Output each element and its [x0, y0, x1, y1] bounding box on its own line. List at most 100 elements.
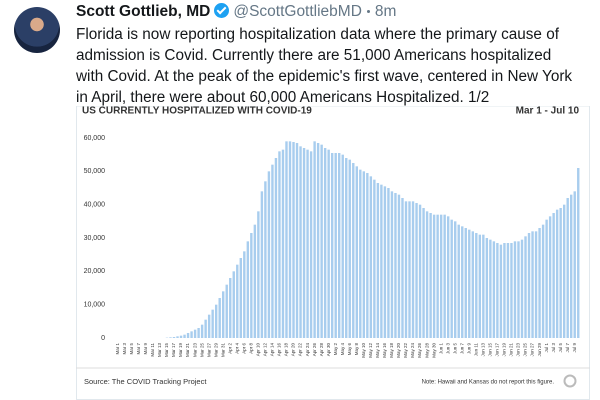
- bar: [482, 234, 485, 338]
- bar: [496, 243, 499, 338]
- logo-icon: [563, 374, 577, 388]
- bar: [394, 193, 397, 338]
- bar: [172, 337, 176, 338]
- bar: [555, 209, 559, 338]
- x-tick-label: May 24: [410, 343, 415, 358]
- bar: [345, 158, 348, 338]
- bar: [292, 142, 295, 338]
- x-tick-label: May 30: [431, 343, 436, 358]
- x-tick-label: Mar 9: [143, 343, 148, 355]
- bar: [225, 284, 228, 338]
- x-tick-label: Apr 22: [298, 343, 303, 357]
- x-tick-label: Jun 19: [502, 343, 507, 357]
- bar: [352, 163, 355, 338]
- bar: [313, 141, 316, 338]
- bar: [577, 168, 580, 338]
- bar: [531, 231, 534, 338]
- bar: [264, 181, 267, 338]
- bar: [341, 154, 344, 338]
- bar: [471, 231, 474, 338]
- bar: [457, 224, 460, 338]
- bar: [232, 271, 235, 338]
- x-tick-label: Apr 6: [241, 343, 246, 354]
- x-tick-label: Mar 27: [206, 343, 211, 358]
- bar: [566, 198, 569, 338]
- bar: [513, 241, 517, 338]
- bar: [524, 236, 527, 338]
- bar: [489, 239, 492, 338]
- bar: [214, 304, 218, 338]
- bar: [538, 228, 541, 338]
- x-tick-label: May 18: [389, 343, 394, 358]
- bar: [432, 214, 436, 338]
- bar: [383, 186, 387, 338]
- x-tick-label: Jun 21: [509, 343, 514, 357]
- x-tick-label: Mar 21: [185, 343, 190, 358]
- bar: [327, 149, 330, 338]
- x-tick-label: Jun 5: [452, 343, 457, 355]
- y-tick-label: 60,000: [84, 135, 106, 142]
- bar: [527, 233, 531, 338]
- x-tick-label: Jun 17: [495, 343, 500, 357]
- x-tick-label: Apr 14: [270, 343, 275, 357]
- tweet-time[interactable]: 8m: [374, 3, 397, 20]
- bar: [429, 213, 432, 338]
- bar: [330, 153, 334, 338]
- bar: [380, 184, 383, 338]
- x-tick-label: Jun 13: [481, 343, 486, 357]
- x-tick-label: Jun 25: [523, 343, 528, 357]
- bar: [316, 143, 320, 338]
- x-tick-label: Apr 8: [249, 343, 254, 354]
- bar: [348, 159, 351, 338]
- x-tick-label: Apr 20: [291, 343, 296, 357]
- bar: [510, 243, 513, 338]
- bar: [404, 201, 408, 338]
- note: Note: Hawaii and Kansas do not report th…: [422, 380, 555, 386]
- bar: [436, 214, 439, 338]
- bar: [186, 333, 190, 338]
- bar: [193, 329, 197, 338]
- author-name[interactable]: Scott Gottlieb, MD: [76, 3, 211, 20]
- x-tick-label: Jul 1: [544, 343, 549, 353]
- avatar[interactable]: [14, 7, 60, 53]
- source: Source: The COVID Tracking Project: [84, 377, 207, 386]
- bar: [355, 166, 358, 338]
- bar: [306, 149, 309, 338]
- chart: US CURRENTLY HOSPITALIZED WITH COVID-19 …: [76, 106, 590, 400]
- bar: [211, 309, 214, 338]
- bar: [492, 241, 496, 338]
- x-tick-label: Mar 7: [136, 343, 141, 355]
- bar: [545, 219, 548, 338]
- y-tick-label: 10,000: [84, 302, 106, 309]
- bar: [559, 208, 562, 338]
- bar: [179, 335, 183, 338]
- x-tick-label: Mar 13: [157, 343, 162, 358]
- bar: [183, 334, 186, 338]
- chart-title: US CURRENTLY HOSPITALIZED WITH COVID-19: [82, 106, 312, 117]
- bar: [485, 238, 489, 338]
- verified-badge: [214, 3, 230, 18]
- bar: [450, 219, 453, 338]
- separator: [366, 10, 370, 14]
- bar: [390, 191, 394, 338]
- bar: [478, 234, 482, 338]
- bar: [236, 264, 239, 338]
- bar: [475, 233, 478, 338]
- x-tick-label: Jun 15: [488, 343, 493, 357]
- author-handle[interactable]: @ScottGottliebMD: [233, 3, 362, 20]
- x-tick-label: Mar 5: [129, 343, 134, 355]
- y-tick-label: 30,000: [84, 235, 106, 242]
- bar: [411, 201, 415, 338]
- bar: [250, 233, 253, 338]
- y-tick-label: 50,000: [84, 168, 106, 175]
- bar: [401, 198, 404, 338]
- bar: [253, 224, 257, 338]
- bar: [362, 171, 366, 338]
- bar: [229, 278, 232, 338]
- bar: [562, 204, 566, 338]
- bar: [338, 153, 341, 338]
- bar: [541, 224, 545, 338]
- x-tick-label: Mar 31: [220, 343, 225, 358]
- bar: [418, 204, 422, 338]
- x-tick-label: Mar 3: [122, 343, 127, 355]
